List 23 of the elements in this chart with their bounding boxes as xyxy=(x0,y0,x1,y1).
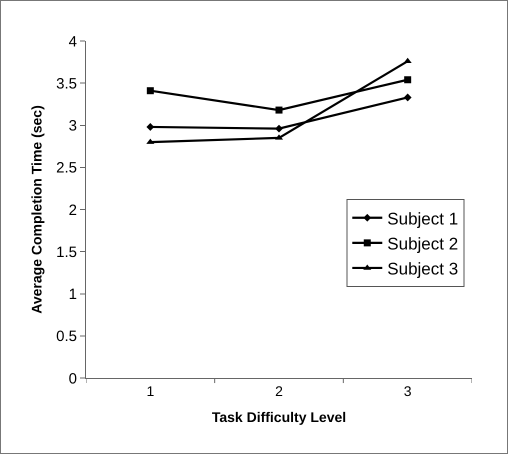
y-tick-label: 1.5 xyxy=(56,244,77,261)
y-tick-label: 0.5 xyxy=(56,328,77,346)
y-tick-label: 3.5 xyxy=(56,75,77,92)
x-axis-title: Task Difficulty Level xyxy=(212,409,346,426)
y-tick-label: 4 xyxy=(68,33,77,50)
x-tick-label: 1 xyxy=(146,382,154,399)
point xyxy=(275,124,283,133)
y-tick-label: 2.5 xyxy=(56,160,77,177)
point xyxy=(404,76,412,84)
point xyxy=(146,87,154,94)
x-tick-label: 2 xyxy=(275,382,284,399)
legend-label: Subject 1 xyxy=(387,209,458,228)
legend-label: Subject 2 xyxy=(387,234,458,254)
y-axis-title: Average Completion Time (sec) xyxy=(28,105,45,314)
x-tick-label: 3 xyxy=(404,382,412,399)
legend-label: Subject 3 xyxy=(387,260,458,279)
point xyxy=(404,94,412,102)
y-tick-label: 2 xyxy=(68,202,77,219)
point xyxy=(146,123,154,131)
point xyxy=(276,106,282,114)
y-tick-label: 3 xyxy=(68,118,77,134)
y-tick-label: 1 xyxy=(68,286,77,303)
y-tick-label: 0 xyxy=(68,370,77,388)
